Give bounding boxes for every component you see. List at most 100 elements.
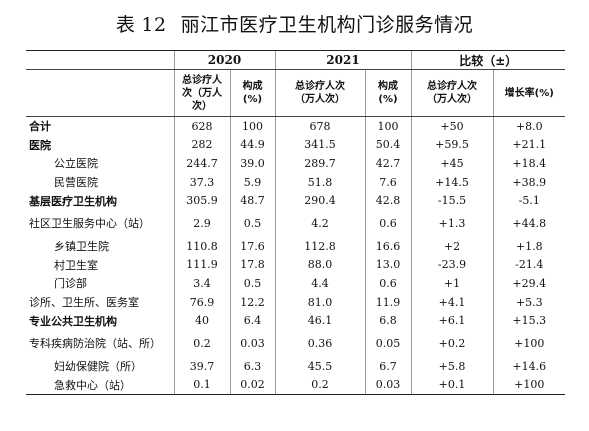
table-row: 村卫生室 111.9 17.8 88.0 13.0 -23.9 -21.4 xyxy=(26,255,565,275)
table-row: 社区卫生服务中心（站） 2.9 0.5 4.2 0.6 +1.3 +44.8 xyxy=(26,209,565,237)
growth-rate-cell: +18.4 xyxy=(492,154,565,173)
visits-diff-cell: +45 xyxy=(410,154,493,173)
visits-2020-cell: 244.7 xyxy=(173,154,230,173)
growth-rate-cell: +29.4 xyxy=(492,274,565,293)
table-title: 表 12 丽江市医疗卫生机构门诊服务情况 xyxy=(0,10,589,37)
row-name-cell: 民营医院 xyxy=(54,176,98,190)
table-row: 专科疾病防治院（站、所） 0.2 0.03 0.36 0.05 +0.2 +100 xyxy=(26,329,565,357)
visits-2021-cell: 4.2 xyxy=(274,209,365,237)
share-2020-cell: 0.03 xyxy=(229,329,275,357)
visits-2020-cell: 3.4 xyxy=(173,274,230,293)
table-row: 民营医院 37.3 5.9 51.8 7.6 +14.5 +38.9 xyxy=(26,172,565,192)
share-2021-cell: 42.7 xyxy=(364,154,411,173)
share-2021-cell: 7.6 xyxy=(364,172,411,192)
growth-rate-cell: +38.9 xyxy=(492,172,565,192)
table-row: 门诊部 3.4 0.5 4.4 0.6 +1 +29.4 xyxy=(26,274,565,293)
visits-diff-cell: -23.9 xyxy=(410,255,493,275)
visits-2021-cell: 4.4 xyxy=(274,274,365,293)
growth-rate-cell: +21.1 xyxy=(492,135,565,155)
header-year-2020: 2020 xyxy=(173,50,275,70)
header-blank-sub xyxy=(26,69,174,117)
share-2021-cell: 0.03 xyxy=(364,375,411,396)
visits-diff-cell: +14.5 xyxy=(410,172,493,192)
share-2021-cell: 0.05 xyxy=(364,329,411,357)
header-row-years: 2020 2021 比较（±） xyxy=(26,50,565,70)
visits-2021-cell: 0.2 xyxy=(274,375,365,396)
share-2020-cell: 0.5 xyxy=(229,274,275,293)
growth-rate-cell: +8.0 xyxy=(492,116,565,136)
share-2021-cell: 6.7 xyxy=(364,356,411,376)
visits-2021-cell: 678 xyxy=(274,116,365,136)
visits-2020-cell: 110.8 xyxy=(173,236,230,256)
visits-2020-cell: 111.9 xyxy=(173,255,230,275)
growth-rate-cell: -21.4 xyxy=(492,255,565,275)
visits-2020-cell: 0.1 xyxy=(173,375,230,396)
growth-rate-cell: +15.3 xyxy=(492,311,565,330)
header-share-2021: 构成(%) xyxy=(364,69,411,117)
growth-rate-cell: +100 xyxy=(492,329,565,357)
growth-rate-cell: +1.8 xyxy=(492,236,565,256)
growth-rate-cell: +14.6 xyxy=(492,356,565,376)
visits-diff-cell: +0.2 xyxy=(410,329,493,357)
share-2020-cell: 6.4 xyxy=(229,311,275,330)
visits-2020-cell: 40 xyxy=(173,311,230,330)
share-2021-cell: 0.6 xyxy=(364,209,411,237)
table-row: 乡镇卫生院 110.8 17.6 112.8 16.6 +2 +1.8 xyxy=(26,236,565,256)
visits-2021-cell: 45.5 xyxy=(274,356,365,376)
visits-2020-cell: 305.9 xyxy=(173,191,230,210)
header-visits-diff: 总诊疗人次（万人次） xyxy=(410,69,493,117)
table-row: 妇幼保健院（所） 39.7 6.3 45.5 6.7 +5.8 +14.6 xyxy=(26,356,565,376)
growth-rate-cell: -5.1 xyxy=(492,191,565,210)
row-name-cell: 医院 xyxy=(29,138,51,152)
table-row: 医院 282 44.9 341.5 50.4 +59.5 +21.1 xyxy=(26,135,565,155)
visits-2021-cell: 112.8 xyxy=(274,236,365,256)
visits-2021-cell: 88.0 xyxy=(274,255,365,275)
visits-diff-cell: +6.1 xyxy=(410,311,493,330)
share-2020-cell: 39.0 xyxy=(229,154,275,173)
share-2020-cell: 44.9 xyxy=(229,135,275,155)
visits-2021-cell: 46.1 xyxy=(274,311,365,330)
growth-rate-cell: +100 xyxy=(492,375,565,396)
share-2020-cell: 0.02 xyxy=(229,375,275,396)
visits-diff-cell: +1.3 xyxy=(410,209,493,237)
row-name-cell: 基层医疗卫生机构 xyxy=(29,194,117,208)
share-2020-cell: 6.3 xyxy=(229,356,275,376)
table-row: 合计 628 100 678 100 +50 +8.0 xyxy=(26,116,565,136)
table-body: 合计 628 100 678 100 +50 +8.0 医院 282 44.9 341.5 50.4 +… xyxy=(26,116,565,396)
visits-diff-cell: +2 xyxy=(410,236,493,256)
share-2021-cell: 50.4 xyxy=(364,135,411,155)
visits-diff-cell: +50 xyxy=(410,116,493,136)
share-2021-cell: 0.6 xyxy=(364,274,411,293)
table-row: 基层医疗卫生机构 305.9 48.7 290.4 42.8 -15.5 -5.1 xyxy=(26,191,565,210)
row-name-cell: 妇幼保健院（所） xyxy=(54,360,142,374)
share-2020-cell: 0.5 xyxy=(229,209,275,237)
share-2020-cell: 48.7 xyxy=(229,191,275,210)
table-row: 公立医院 244.7 39.0 289.7 42.7 +45 +18.4 xyxy=(26,154,565,173)
header-year-2021: 2021 xyxy=(274,50,411,70)
visits-diff-cell: +0.1 xyxy=(410,375,493,396)
header-blank xyxy=(26,50,174,70)
visits-2020-cell: 76.9 xyxy=(173,292,230,312)
row-name-cell: 合计 xyxy=(29,120,51,134)
share-2021-cell: 16.6 xyxy=(364,236,411,256)
header-visits-2021: 总诊疗人次（万人次） xyxy=(274,69,365,117)
header-growth: 增长率(%) xyxy=(492,69,565,117)
table-title-text: 丽江市医疗卫生机构门诊服务情况 xyxy=(180,14,474,36)
growth-rate-cell: +5.3 xyxy=(492,292,565,312)
header-compare: 比较（±） xyxy=(410,50,565,70)
table-row: 专业公共卫生机构 40 6.4 46.1 6.8 +6.1 +15.3 xyxy=(26,311,565,330)
share-2021-cell: 13.0 xyxy=(364,255,411,275)
row-name-cell: 诊所、卫生所、医务室 xyxy=(29,296,139,310)
visits-diff-cell: -15.5 xyxy=(410,191,493,210)
header-row-columns: 总诊疗人次（万人次） 构成(%) 总诊疗人次（万人次） 构成(%) 总诊疗人次（… xyxy=(26,69,565,117)
visits-2020-cell: 0.2 xyxy=(173,329,230,357)
row-name-cell: 乡镇卫生院 xyxy=(54,240,109,254)
row-name-cell: 社区卫生服务中心（站） xyxy=(29,217,150,231)
visits-2020-cell: 39.7 xyxy=(173,356,230,376)
header-visits-2020: 总诊疗人次（万人次） xyxy=(173,69,230,117)
visits-2020-cell: 282 xyxy=(173,135,230,155)
growth-rate-cell: +44.8 xyxy=(492,209,565,237)
visits-2021-cell: 341.5 xyxy=(274,135,365,155)
visits-diff-cell: +1 xyxy=(410,274,493,293)
